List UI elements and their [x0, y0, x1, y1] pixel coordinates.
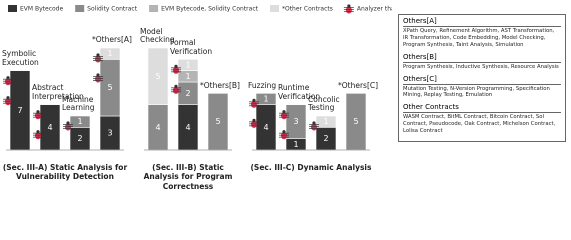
legend-swatch — [269, 5, 279, 12]
segment-label: 4 — [155, 123, 160, 132]
note-text: XPath Query, Refinement Algorithm, AST T… — [403, 28, 555, 48]
bug-head — [312, 121, 316, 125]
bar-segment — [315, 115, 337, 128]
segment-label: 5 — [353, 117, 358, 126]
legend-label: Solidity Contract — [87, 6, 138, 13]
bug-icon — [171, 84, 181, 94]
segment-label: 1 — [77, 117, 82, 126]
segment-label: 1 — [185, 72, 190, 81]
segment-label: 5 — [107, 83, 112, 92]
bug-head — [36, 130, 40, 134]
segment-label: 3 — [107, 129, 112, 138]
segment-label: 4 — [47, 123, 52, 132]
bug-icon — [33, 130, 43, 140]
category-label: Concolic Testing — [308, 94, 340, 113]
bar-segment — [99, 47, 121, 60]
category-label: Abstract Interpretation — [32, 83, 84, 102]
bug-head — [174, 84, 178, 88]
note-text: Mutation Testing, N-Version Programming,… — [403, 85, 550, 99]
category-label: *Others[C] — [338, 80, 379, 90]
bug-icon — [279, 130, 289, 140]
bug-icon — [33, 110, 43, 120]
legend-label: EVM Bytecode, Solidity Contract — [161, 6, 259, 13]
note-box: Others[C] Mutation Testing, N-Version Pro… — [403, 75, 561, 100]
bug-icon — [3, 96, 13, 106]
bug-icon — [171, 64, 181, 74]
note-title: Others[A] — [403, 17, 561, 27]
segment-label: 4 — [185, 123, 190, 132]
segment-label: 2 — [323, 134, 328, 143]
bug-head — [282, 130, 286, 134]
legend-swatch — [8, 5, 17, 12]
bug-icon — [249, 118, 259, 128]
notes-panel: Others[A] XPath Query, Refinement Algorit… — [398, 14, 566, 142]
note-title: Others[B] — [403, 53, 561, 63]
category-label: Fuzzing — [248, 80, 277, 90]
note-title: Others[C] — [403, 75, 561, 85]
category-label: *Others[A] — [92, 35, 132, 45]
segment-label: 4 — [263, 123, 268, 132]
bug-head — [347, 4, 351, 8]
legend-swatch — [75, 5, 85, 12]
bar-segment — [69, 115, 91, 128]
segment-label: 1 — [107, 49, 112, 58]
segment-label: 1 — [263, 95, 268, 104]
segment-label: 2 — [77, 134, 82, 143]
category-label: Machine Learning — [62, 94, 95, 113]
bug-icon — [343, 4, 354, 14]
category-label: Formal Verification — [170, 38, 213, 56]
note-title: Other Contracts — [403, 103, 561, 114]
bug-icon — [249, 98, 259, 108]
note-box: Others[B] Program Synthesis, Inductive Sy… — [403, 53, 561, 71]
bug-head — [174, 64, 178, 68]
bug-icon — [93, 53, 103, 63]
bug-head — [252, 98, 256, 102]
bar-segment — [285, 104, 307, 139]
group-label: (Sec. III-C) Dynamic Analysis — [250, 163, 372, 172]
legend-label: *Other Contracts — [282, 6, 333, 13]
note-box: Others[A] XPath Query, Refinement Algorit… — [403, 17, 561, 49]
bug-head — [96, 73, 100, 77]
bug-icon — [309, 121, 319, 131]
bug-head — [282, 110, 286, 114]
category-label: Symbolic Execution — [2, 49, 39, 68]
category-label: *Others[B] — [200, 80, 240, 90]
page: EVM Bytecode Solidity Contract EVM Bytecod… — [2, 4, 566, 191]
legend-label: EVM Bytecode — [20, 6, 63, 13]
legend-swatch — [149, 5, 159, 12]
bug-head — [6, 96, 10, 100]
segment-label: 5 — [155, 72, 160, 81]
category-label: Model Checking — [140, 26, 175, 45]
segment-label: 1 — [185, 61, 190, 70]
bug-head — [252, 118, 256, 122]
bug-head — [6, 76, 10, 80]
legend-label: Analyzer that Detects Exploitable Vulner… — [357, 6, 392, 13]
chart: EVM Bytecode Solidity Contract EVM Bytecod… — [3, 4, 392, 151]
category-label: Runtime Verification — [278, 83, 321, 102]
bug-head — [66, 121, 70, 125]
bug-head — [36, 110, 40, 114]
segment-label: 5 — [215, 117, 220, 126]
segment-label: 2 — [185, 89, 190, 98]
bug-icon — [279, 110, 289, 120]
segment-label: 1 — [293, 140, 298, 149]
bug-icon — [3, 76, 13, 86]
group-label: (Sec. III-B) Static Analysis for Program… — [143, 163, 233, 191]
bug-icon — [93, 73, 103, 83]
bar-segment — [147, 47, 169, 105]
bar-segment — [255, 93, 277, 105]
segment-label: 7 — [17, 106, 22, 115]
note-text: Program Synthesis, Inductive Synthesis, … — [403, 63, 559, 70]
segment-label: 3 — [293, 117, 298, 126]
bug-head — [96, 53, 100, 57]
note-box: Other Contracts WASM Contract, BitML Cont… — [403, 103, 561, 135]
bar-segment — [177, 59, 199, 71]
note-text: WASM Contract, BitML Contract, Bitcoin C… — [403, 114, 556, 134]
group-label: (Sec. III-A) Static Analysis for Vulnera… — [2, 163, 128, 182]
bug-icon — [63, 121, 73, 131]
segment-label: 1 — [323, 117, 328, 126]
